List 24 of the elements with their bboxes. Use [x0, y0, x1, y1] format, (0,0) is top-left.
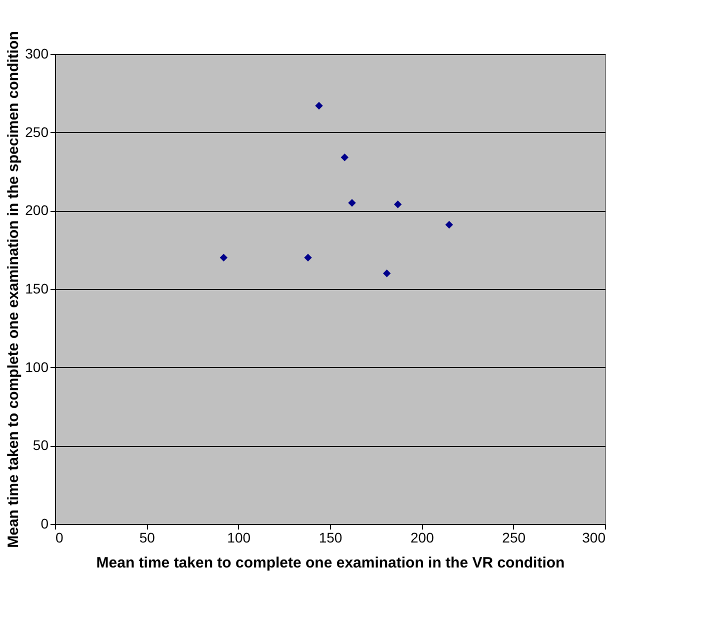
y-tick-label: 50 — [32, 437, 49, 454]
point — [220, 254, 228, 262]
point — [315, 102, 323, 110]
point — [394, 200, 402, 208]
y-tick-label: 100 — [25, 358, 49, 375]
x-tick-label: 50 — [139, 530, 156, 546]
y-axis-title: Mean time taken to complete one examination in the specimen condition — [5, 31, 22, 548]
x-tick-label: 150 — [318, 530, 342, 546]
point — [382, 269, 391, 278]
y-tick-label: 150 — [25, 280, 49, 296]
point — [445, 220, 454, 229]
y-tick-label: 200 — [25, 202, 49, 218]
x-axis-title: Mean time taken to complete one examination in the VR condition — [96, 554, 565, 572]
y-tick-label: 300 — [25, 46, 49, 62]
y-tick-label: 0 — [40, 516, 49, 532]
x-tick-label: 200 — [410, 530, 434, 546]
point — [304, 254, 312, 262]
point — [348, 198, 356, 207]
x-tick-label: 300 — [582, 530, 606, 546]
x-tick-label: 100 — [227, 530, 251, 546]
x-tick-label: 250 — [502, 530, 526, 546]
point — [340, 154, 349, 162]
x-tick-label: 0 — [56, 530, 64, 546]
y-tick-label: 250 — [25, 124, 49, 140]
